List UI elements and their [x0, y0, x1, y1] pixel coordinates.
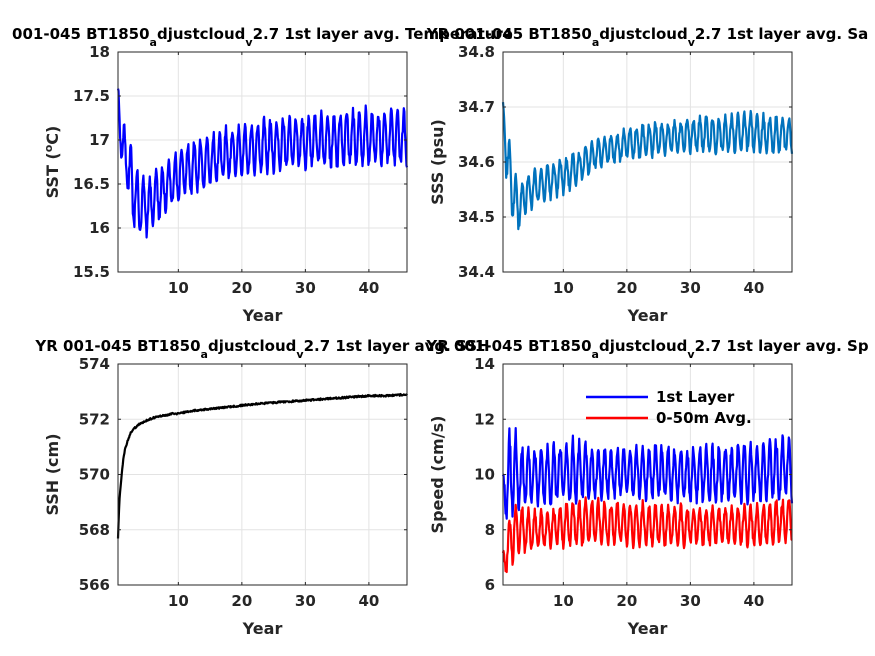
y-tick-label: 574: [79, 355, 110, 373]
title-part: djustcloud: [599, 25, 687, 43]
y-tick-label: 568: [79, 521, 110, 539]
title-subscript: a: [150, 36, 157, 49]
y-tick-label: 15.5: [73, 263, 110, 281]
x-tick-label: 30: [295, 279, 316, 297]
title-subscript: v: [296, 348, 304, 361]
y-tick-label: 572: [79, 410, 110, 428]
chart-title: YR 001-045 BT1850adjustcloudv2.7 1st lay…: [34, 337, 489, 361]
x-tick-label: 40: [743, 279, 764, 297]
title-part: 2.7 1st layer avg. Sp: [695, 337, 869, 355]
y-tick-label: 570: [79, 466, 110, 484]
y-tick-label: 8: [485, 521, 495, 539]
x-axis-label: Year: [242, 306, 283, 325]
x-tick-label: 40: [358, 279, 379, 297]
x-tick-label: 20: [231, 592, 252, 610]
y-axis-label: SSS (psu): [428, 119, 447, 205]
x-tick-label: 20: [616, 279, 637, 297]
x-tick-label: 10: [168, 279, 189, 297]
title-subscript: v: [245, 36, 253, 49]
x-axis-label: Year: [242, 619, 283, 638]
y-tick-label: 34.8: [458, 43, 495, 61]
y-tick-label: 16.5: [73, 175, 110, 193]
title-subscript: v: [687, 348, 695, 361]
x-axis-label: Year: [627, 619, 668, 638]
x-tick-label: 20: [616, 592, 637, 610]
series-line-1: [116, 88, 409, 239]
legend-label-2: 0-50m Avg.: [656, 409, 752, 427]
x-tick-label: 30: [680, 279, 701, 297]
series-line-2: [501, 496, 793, 574]
y-tick-label: 34.6: [458, 153, 495, 171]
y-tick-label: 14: [474, 355, 495, 373]
y-axis-label-part: SST (: [43, 152, 62, 198]
y-axis-label: Speed (cm/s): [428, 416, 447, 534]
title-part: YR 001-045 BT1850: [425, 337, 591, 355]
y-tick-label: 18: [89, 43, 110, 61]
y-tick-label: 17.5: [73, 87, 110, 105]
title-subscript: a: [201, 348, 208, 361]
x-axis-label: Year: [627, 306, 668, 325]
x-tick-label: 30: [680, 592, 701, 610]
x-tick-label: 40: [743, 592, 764, 610]
x-tick-label: 10: [168, 592, 189, 610]
y-tick-label: 566: [79, 576, 110, 594]
subplot-3: 10 20 30 40 566 568 570 572 574 Year SSH (cm) YR 00…: [34, 337, 489, 638]
y-tick-label: 34.5: [458, 208, 495, 226]
title-part: 2.7 1st layer avg. Sa: [695, 25, 868, 43]
y-tick-label: 16: [89, 219, 110, 237]
title-subscript: a: [592, 348, 599, 361]
y-tick-label: 12: [474, 410, 495, 428]
legend-label-1: 1st Layer: [656, 388, 735, 406]
title-part: 2.7 1st layer avg. Temperature: [253, 25, 513, 43]
series-line-1: [501, 427, 794, 520]
x-tick-label: 10: [553, 279, 574, 297]
y-axis-label: SST (oC): [42, 126, 63, 199]
y-axis-label-part: C): [43, 126, 62, 145]
axes-box: [117, 51, 408, 273]
title-part: djustcloud: [157, 25, 245, 43]
series-line-1: [501, 102, 794, 231]
y-tick-label: 6: [485, 576, 495, 594]
title-part: YR 001-045 BT1850: [34, 337, 200, 355]
subplot-4: 10 20 30 40 6 8 10 12 14 Year Speed (cm/s) YR 001-0…: [425, 337, 868, 638]
x-tick-label: 30: [295, 592, 316, 610]
x-tick-label: 20: [231, 279, 252, 297]
x-tick-label: 40: [358, 592, 379, 610]
chart-title: 001-045 BT1850adjustcloudv2.7 1st layer …: [12, 25, 513, 49]
title-part: YR 001-045 BT1850: [426, 25, 592, 43]
y-tick-label: 10: [474, 466, 495, 484]
title-subscript: a: [592, 36, 599, 49]
x-tick-label: 10: [553, 592, 574, 610]
y-tick-label: 34.7: [458, 98, 495, 116]
title-part: 001-045 BT1850: [12, 25, 149, 43]
y-axis-label-superscript: o: [42, 144, 55, 152]
series-line-1: [116, 392, 408, 539]
subplot-2: 10 20 30 40 34.4 34.5 34.6 34.7 34.8 Year SSS (psu…: [426, 25, 869, 325]
title-part: 2.7 1st layer avg. SSH: [304, 337, 490, 355]
chart-title: YR 001-045 BT1850adjustcloudv2.7 1st lay…: [425, 337, 868, 361]
title-subscript: v: [688, 36, 696, 49]
y-tick-label: 17: [89, 131, 110, 149]
y-tick-label: 34.4: [458, 263, 495, 281]
y-axis-label: SSH (cm): [43, 433, 62, 515]
chart-title: YR 001-045 BT1850adjustcloudv2.7 1st lay…: [426, 25, 869, 49]
title-part: djustcloud: [599, 337, 687, 355]
subplot-1: 10 20 30 40 15.5 16 16.5 17 17.5 18 Year SST (oC) 00…: [12, 25, 513, 325]
title-part: djustcloud: [208, 337, 296, 355]
